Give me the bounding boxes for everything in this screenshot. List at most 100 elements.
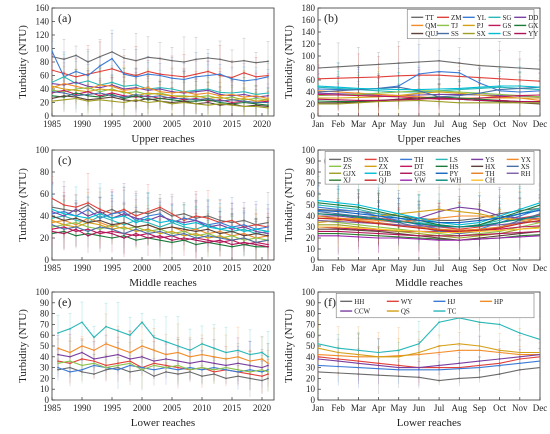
data-point bbox=[518, 358, 521, 360]
data-point bbox=[135, 221, 137, 224]
data-point bbox=[52, 92, 53, 94]
data-point bbox=[237, 362, 239, 365]
data-point bbox=[478, 221, 481, 224]
x-tick-label: Mar bbox=[351, 403, 366, 413]
data-point bbox=[418, 94, 420, 96]
data-point bbox=[171, 226, 173, 228]
data-point bbox=[75, 70, 77, 73]
series-ys bbox=[318, 178, 540, 240]
data-point bbox=[171, 232, 173, 235]
data-point bbox=[357, 373, 360, 375]
x-axis-title: Lower reaches bbox=[131, 417, 195, 429]
data-point bbox=[81, 368, 83, 371]
y-tick-label: 100 bbox=[302, 145, 316, 155]
y-tick-label: 50 bbox=[306, 200, 316, 210]
data-point bbox=[75, 234, 77, 237]
data-point bbox=[255, 75, 257, 78]
y-axis-title: Turbidity (NTU) bbox=[283, 25, 295, 99]
data-point bbox=[237, 349, 239, 352]
data-point bbox=[111, 223, 113, 226]
data-point bbox=[438, 97, 440, 99]
data-point bbox=[135, 74, 137, 77]
data-point bbox=[418, 227, 420, 230]
data-point bbox=[75, 206, 77, 209]
data-point bbox=[518, 79, 521, 81]
data-point bbox=[539, 360, 540, 363]
data-point bbox=[318, 234, 319, 237]
data-point bbox=[111, 93, 113, 96]
legend-item: YL bbox=[462, 14, 486, 22]
x-tick-label: Aug bbox=[452, 263, 468, 273]
data-point bbox=[243, 223, 245, 226]
data-point bbox=[539, 209, 540, 212]
data-point bbox=[231, 96, 233, 98]
data-point bbox=[418, 230, 420, 233]
data-point bbox=[195, 228, 197, 231]
data-point bbox=[498, 229, 501, 232]
data-point bbox=[318, 347, 319, 350]
data-point bbox=[135, 217, 137, 220]
data-point bbox=[207, 237, 209, 239]
data-point bbox=[518, 222, 521, 225]
data-point bbox=[111, 208, 113, 211]
data-point bbox=[397, 217, 400, 220]
x-tick-label: Oct bbox=[493, 263, 506, 273]
data-point bbox=[189, 349, 191, 352]
data-point bbox=[99, 55, 101, 58]
legend-label: XS bbox=[521, 163, 530, 171]
y-tick-label: 160 bbox=[302, 15, 316, 25]
data-point bbox=[255, 101, 257, 104]
data-point bbox=[63, 219, 65, 222]
data-point bbox=[165, 366, 167, 369]
data-point bbox=[159, 90, 161, 93]
data-point bbox=[219, 94, 221, 97]
plot-area bbox=[318, 31, 540, 116]
data-point bbox=[87, 221, 89, 224]
x-tick-label: 2020 bbox=[253, 403, 272, 413]
data-point bbox=[123, 97, 125, 100]
legend-item: RH bbox=[506, 170, 530, 178]
data-point bbox=[539, 355, 540, 358]
series-line-wh bbox=[318, 213, 540, 228]
data-point bbox=[153, 362, 155, 365]
data-point bbox=[318, 103, 319, 105]
data-point bbox=[123, 101, 125, 104]
data-point bbox=[418, 92, 420, 95]
data-point bbox=[418, 353, 420, 356]
legend-label: HH bbox=[354, 298, 364, 306]
data-point bbox=[111, 226, 113, 228]
data-point bbox=[207, 74, 209, 77]
data-point bbox=[261, 379, 263, 382]
data-point bbox=[207, 98, 209, 101]
data-point bbox=[243, 101, 245, 104]
data-point bbox=[93, 336, 95, 339]
data-point bbox=[52, 69, 53, 71]
data-point bbox=[183, 98, 185, 101]
y-tick-label: 80 bbox=[306, 309, 316, 319]
y-tick-label: 20 bbox=[306, 233, 316, 243]
data-point bbox=[52, 223, 53, 226]
data-point bbox=[195, 215, 197, 217]
x-tick-label: 2010 bbox=[193, 263, 212, 273]
plot-frame bbox=[317, 7, 541, 117]
data-point bbox=[123, 212, 125, 215]
legend-item: SX bbox=[462, 30, 486, 38]
y-tick-label: 40 bbox=[40, 211, 50, 221]
data-point bbox=[117, 347, 119, 350]
data-point bbox=[183, 212, 185, 215]
data-point bbox=[267, 94, 269, 97]
data-point bbox=[159, 88, 161, 90]
x-tick-label: Jan bbox=[312, 119, 324, 129]
legend-item: DD bbox=[514, 14, 538, 22]
y-tick-label: 120 bbox=[36, 30, 50, 40]
data-point bbox=[99, 217, 101, 220]
data-point bbox=[111, 85, 113, 88]
plot-frame bbox=[51, 291, 275, 401]
data-point bbox=[52, 215, 53, 217]
data-point bbox=[337, 77, 340, 80]
data-point bbox=[52, 90, 53, 93]
data-point bbox=[195, 100, 197, 103]
legend-item: WY bbox=[386, 298, 412, 306]
data-point bbox=[478, 366, 481, 369]
data-point bbox=[147, 88, 149, 90]
